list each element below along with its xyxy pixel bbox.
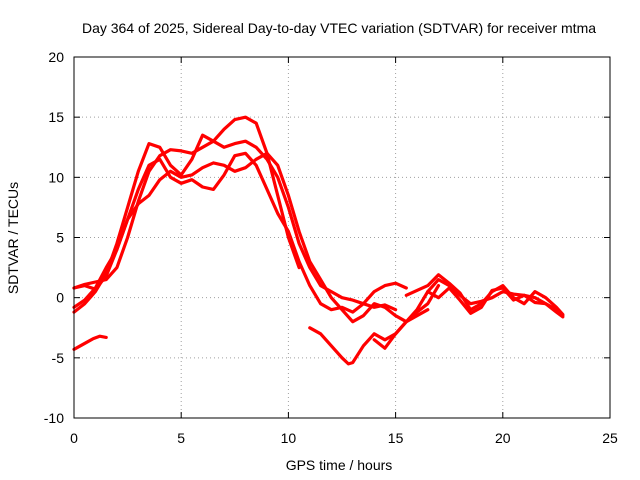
data-series <box>72 115 565 366</box>
y-tick-label: 15 <box>48 109 64 125</box>
y-tick-label: 20 <box>48 49 64 65</box>
y-tick-label: -10 <box>44 410 64 426</box>
y-tick-label: -5 <box>52 350 65 366</box>
x-tick-label: 0 <box>70 430 78 446</box>
axis-ticks: 0 5 10 15 20 25 -10 -5 0 5 10 15 20 <box>44 49 618 446</box>
x-tick-label: 10 <box>281 430 297 446</box>
satellite-track-3 <box>72 133 398 314</box>
x-tick-label: 15 <box>388 430 404 446</box>
satellite-track-1 <box>72 334 108 351</box>
y-tick-label: 5 <box>56 230 64 246</box>
y-axis-label: SDTVAR / TECUs <box>5 182 21 294</box>
satellite-track-7 <box>372 278 565 350</box>
satellite-track-4 <box>72 151 430 324</box>
y-tick-label: 0 <box>56 290 64 306</box>
grid <box>74 57 610 418</box>
chart-title: Day 364 of 2025, Sidereal Day-to-day VTE… <box>82 20 596 36</box>
x-tick-label: 20 <box>495 430 511 446</box>
x-tick-label: 5 <box>177 430 185 446</box>
satellite-track-2 <box>72 115 301 290</box>
x-axis-label: GPS time / hours <box>286 457 393 473</box>
satellite-track-5 <box>72 151 408 314</box>
satellite-track-8 <box>404 273 565 317</box>
x-tick-label: 25 <box>602 430 618 446</box>
y-tick-label: 10 <box>48 169 64 185</box>
satellite-track-9 <box>426 286 565 318</box>
